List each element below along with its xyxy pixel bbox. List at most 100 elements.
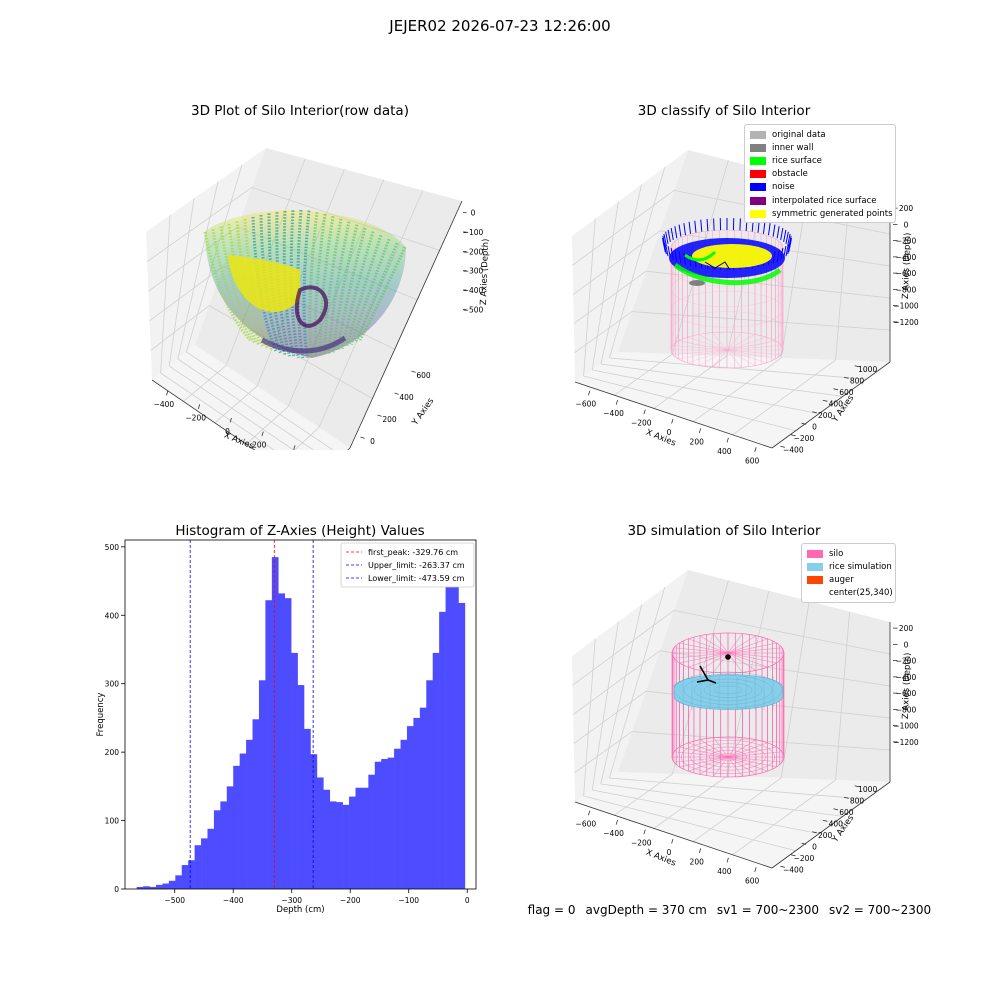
p2-legend-item: obstacle bbox=[750, 168, 890, 181]
p2-legend-label: interpolated rice surface bbox=[772, 195, 877, 206]
p4-grid bbox=[572, 580, 891, 856]
p4-silo-spoke bbox=[673, 652, 729, 659]
p1-grid-line bbox=[186, 351, 334, 450]
p3-bar bbox=[226, 786, 234, 889]
p1-grid-line bbox=[177, 181, 219, 360]
p2-x-tick bbox=[698, 428, 702, 434]
panel3-histogram: −500 −400 −300 −200 −100 0 0 100 200 300 400 500 Dep… bbox=[96, 539, 477, 915]
p2-legend-label: obstacle bbox=[772, 169, 808, 180]
p4-x-tick bbox=[671, 838, 674, 844]
p2-legend-item: symmetric generated points bbox=[750, 207, 893, 220]
p1-x-tick bbox=[166, 390, 169, 396]
p4-y-tick-label: 400 bbox=[829, 819, 844, 828]
panel4-title: 3D simulation of Silo Interior bbox=[627, 523, 821, 539]
p3-bar bbox=[406, 726, 414, 889]
p2-z-tick-label: 200 bbox=[899, 204, 914, 213]
p4-grid-line bbox=[609, 777, 867, 800]
p2-noise-mark bbox=[674, 226, 678, 239]
p2-x-tick bbox=[643, 409, 646, 415]
panel1-title: 3D Plot of Silo Interior(row data) bbox=[191, 103, 409, 119]
p2-grid-line bbox=[653, 355, 728, 409]
p2-y-tick-label: 600 bbox=[839, 388, 854, 397]
p2-legend-item: inner wall bbox=[750, 141, 890, 154]
p1-scan-line bbox=[327, 221, 351, 354]
p3-bar bbox=[310, 754, 318, 889]
p2-inner-wall-points bbox=[689, 280, 705, 286]
p4-y-tick bbox=[822, 819, 828, 822]
p1-scan-line bbox=[259, 215, 283, 355]
p1-x-tick bbox=[293, 445, 296, 450]
p2-grid-line bbox=[609, 357, 867, 380]
p3-bar bbox=[175, 875, 183, 889]
p2-y-tick bbox=[780, 445, 785, 448]
p3-bar bbox=[355, 787, 363, 889]
p4-x-tick bbox=[754, 867, 757, 872]
p2-silo-spoke bbox=[687, 349, 728, 364]
p4-y-tick-label: 200 bbox=[818, 831, 833, 840]
p2-noise-mark bbox=[700, 219, 703, 232]
p4-silo-spoke bbox=[727, 652, 783, 659]
p1-x-tick-label: 200 bbox=[252, 441, 267, 450]
p1-grid-line bbox=[245, 406, 289, 445]
p4-silo-floor-ring bbox=[699, 746, 757, 768]
p3-bar bbox=[394, 748, 401, 889]
p3-bar bbox=[361, 787, 369, 889]
p1-z-axis-label: Z Axies (Depth) bbox=[479, 238, 491, 305]
p2-legend-label: noise bbox=[772, 182, 795, 193]
p1-point-cloud bbox=[203, 209, 407, 359]
p2-y-tick-label: 0 bbox=[812, 422, 817, 431]
p3-bar bbox=[194, 845, 202, 889]
panel4-3d-plot: −600−400−2000200400600−400−2000200400600… bbox=[572, 570, 919, 885]
p2-legend-item: rice surface bbox=[750, 154, 890, 167]
p2-noise-mark bbox=[785, 244, 789, 257]
p1-y-tick-label: 0 bbox=[370, 437, 375, 446]
p4-silo-spoke bbox=[673, 647, 729, 654]
p3-bar bbox=[452, 574, 459, 889]
p2-grid-line bbox=[592, 369, 820, 414]
p2-z-tick-label: −1200 bbox=[893, 318, 919, 327]
panel3-title: Histogram of Z-Axies (Height) Values bbox=[175, 523, 425, 539]
p1-near-wall-patch bbox=[228, 255, 300, 313]
p1-grid-line bbox=[160, 372, 275, 450]
p4-silo-spoke bbox=[727, 638, 768, 654]
p2-axis-lines bbox=[574, 202, 891, 449]
p4-x-tick-label: −400 bbox=[603, 829, 624, 838]
p2-noise-mark bbox=[665, 231, 669, 244]
p2-y-tick bbox=[843, 376, 849, 379]
p2-noise-mark bbox=[783, 229, 787, 242]
p3-y-tick-label: 300 bbox=[105, 680, 120, 689]
p2-noise-mark bbox=[772, 224, 776, 237]
p3-bar bbox=[349, 796, 356, 889]
p1-scan-line bbox=[345, 234, 383, 347]
p4-rice-mesh-ring bbox=[673, 671, 783, 709]
p3-y-tick-label: 100 bbox=[105, 817, 120, 826]
p4-legend-label: rice simulation bbox=[829, 561, 892, 572]
p3-bar bbox=[271, 557, 279, 889]
p4-silo-spoke bbox=[727, 652, 777, 664]
p4-z-tick-label: −400 bbox=[896, 673, 917, 682]
p3-bar bbox=[297, 685, 305, 889]
p3-bar bbox=[258, 680, 266, 889]
p2-noise-mark bbox=[776, 226, 780, 239]
p4-legend-label: auger bbox=[829, 574, 854, 585]
p1-x-tick bbox=[229, 417, 232, 423]
p2-legend-item: original data bbox=[750, 128, 890, 141]
p4-x-tick-label: 200 bbox=[690, 857, 705, 866]
p2-y-tick-label: 1000 bbox=[858, 365, 877, 374]
p2-silo-spoke bbox=[726, 336, 767, 351]
panel2-legend: original data inner wall rice surface obsta… bbox=[744, 124, 896, 224]
p2-grid-line bbox=[583, 218, 596, 377]
p4-grid-line bbox=[600, 783, 843, 817]
p4-grid-line bbox=[653, 775, 728, 829]
p1-y-tick-label: 400 bbox=[399, 393, 414, 402]
p2-noise-mark bbox=[706, 218, 709, 232]
p2-z-tick-label: −1000 bbox=[893, 302, 919, 311]
p2-noise-mark bbox=[678, 224, 682, 237]
p1-z-tick-label: −500 bbox=[463, 305, 484, 314]
p4-z-tick-label: −1000 bbox=[893, 722, 919, 731]
p4-silo-floor-ring bbox=[690, 743, 766, 771]
p4-grid-line bbox=[573, 690, 891, 744]
p4-legend-item: center(25,340) bbox=[807, 587, 893, 600]
p1-x-tick-label: −200 bbox=[185, 413, 206, 422]
p2-silo-spoke bbox=[726, 334, 756, 351]
